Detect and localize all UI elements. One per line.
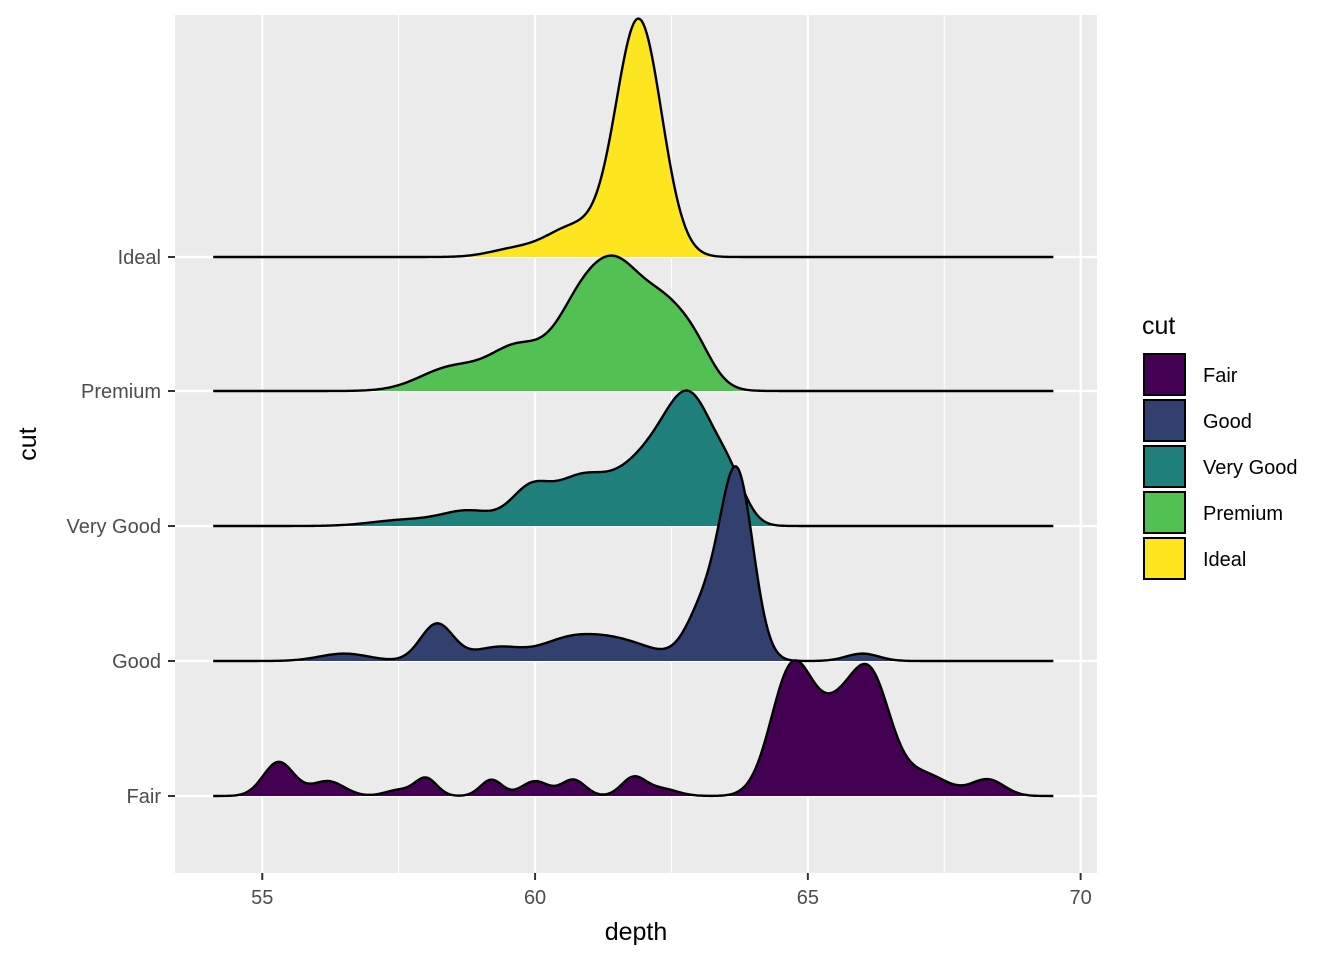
legend-label: Ideal xyxy=(1203,549,1246,571)
legend-swatch xyxy=(1143,353,1186,396)
ridge-area-very-good xyxy=(213,390,1054,526)
y-tick-label: Premium xyxy=(81,381,161,403)
ridge-line-very-good xyxy=(213,389,1054,528)
y-tick-label: Very Good xyxy=(66,516,161,538)
legend-swatch xyxy=(1143,491,1186,534)
legend-items: Fair Good Very Good Premium Ideal xyxy=(1143,353,1298,580)
legend-label: Good xyxy=(1203,411,1252,433)
x-tick-label: 70 xyxy=(1070,887,1092,909)
legend-label: Fair xyxy=(1203,365,1238,387)
ridge-line-ideal xyxy=(213,17,1054,259)
y-tick-label: Good xyxy=(112,651,161,673)
legend-label: Premium xyxy=(1203,503,1283,525)
ridge-line-premium xyxy=(213,254,1054,393)
ridge-line-good xyxy=(213,465,1054,663)
ridge-line-fair xyxy=(213,659,1054,798)
x-tick-label: 55 xyxy=(251,887,273,909)
x-tick-label: 60 xyxy=(524,887,546,909)
ridge-area-premium xyxy=(213,255,1054,391)
legend: cut Fair Good Very Good Premium Ideal xyxy=(1142,312,1298,580)
legend-swatch xyxy=(1143,537,1186,580)
legend-swatch xyxy=(1143,399,1186,442)
x-axis-title: depth xyxy=(605,918,668,946)
ridge-area-fair xyxy=(213,660,1054,796)
x-tick-label: 65 xyxy=(797,887,819,909)
legend-title: cut xyxy=(1142,312,1175,340)
y-tick-label: Ideal xyxy=(118,247,161,269)
y-axis: Fair Good Very Good Premium Ideal xyxy=(66,247,175,808)
legend-label: Very Good xyxy=(1203,457,1298,479)
x-axis: 55 60 65 70 xyxy=(251,873,1092,909)
density-ridges xyxy=(213,17,1054,798)
ridge-area-ideal xyxy=(213,18,1054,257)
y-axis-title: cut xyxy=(14,427,42,460)
y-tick-label: Fair xyxy=(127,786,162,808)
legend-swatch xyxy=(1143,445,1186,488)
